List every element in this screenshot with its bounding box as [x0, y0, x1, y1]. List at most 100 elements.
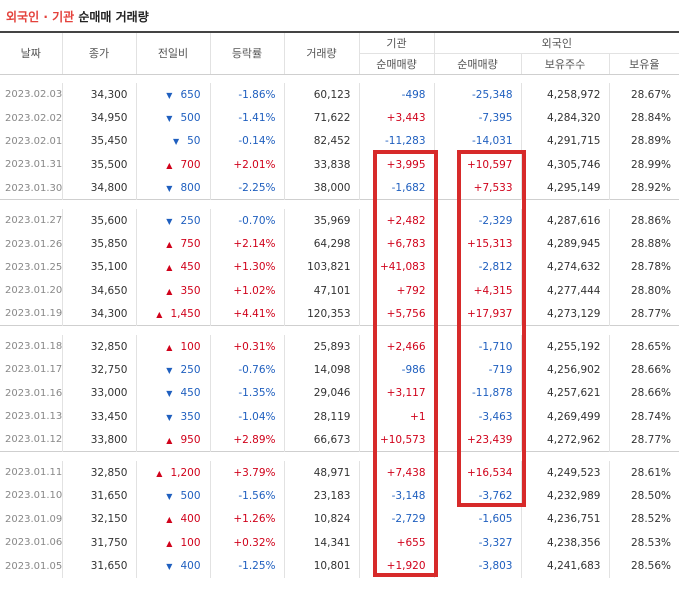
cell-close: 34,950 — [61, 106, 136, 130]
cell-ratio: 28.50% — [608, 484, 679, 508]
cell-inst-net: +2,466 — [358, 334, 434, 359]
cell-foreign-net: -1,605 — [433, 507, 521, 532]
cell-inst-net: -2,729 — [358, 507, 434, 532]
cell-ratio: 28.92% — [608, 176, 679, 200]
cell-holdings: 4,249,523 — [520, 460, 609, 485]
cell-foreign-net: -3,327 — [433, 531, 521, 555]
cell-change: 950 — [135, 428, 210, 452]
cell-rate: +4.41% — [209, 302, 284, 326]
table-row: 2023.01.2034,650350+1.02%47,101+792+4,31… — [0, 279, 679, 303]
table-row: 2023.01.1233,800950+2.89%66,673+10,573+2… — [0, 428, 679, 452]
cell-ratio: 28.84% — [608, 106, 679, 130]
title-foreign: 외국인 — [6, 10, 40, 24]
cell-rate: +1.02% — [209, 279, 284, 303]
cell-volume: 23,183 — [283, 484, 359, 508]
cell-ratio: 28.66% — [608, 381, 679, 406]
cell-holdings: 4,241,683 — [520, 554, 609, 578]
cell-holdings: 4,287,616 — [520, 208, 609, 233]
cell-change: 650 — [135, 83, 210, 107]
cell-inst-net: +792 — [358, 279, 434, 303]
table-row: 2023.01.0932,150400+1.26%10,824-2,729-1,… — [0, 507, 679, 532]
cell-close: 34,800 — [61, 176, 136, 200]
cell-foreign-net: +17,937 — [433, 302, 521, 326]
title-separator: · — [43, 10, 48, 24]
cell-close: 35,500 — [61, 153, 136, 177]
cell-holdings: 4,238,356 — [520, 531, 609, 555]
cell-foreign-net: -3,463 — [433, 405, 521, 429]
cell-rate: -0.70% — [209, 208, 284, 233]
cell-foreign-net: -2,329 — [433, 208, 521, 233]
group-spacer — [0, 451, 679, 461]
cell-ratio: 28.65% — [608, 334, 679, 359]
col-change: 전일비 — [135, 32, 210, 75]
col-rate: 등락률 — [209, 32, 284, 75]
group-spacer — [0, 199, 679, 209]
group-institution: 기관 — [358, 32, 434, 54]
table-body: 2023.02.0334,300650-1.86%60,123-498-25,3… — [0, 74, 679, 580]
cell-close: 31,750 — [61, 531, 136, 555]
cell-change: 500 — [135, 106, 210, 130]
cell-inst-net: +3,117 — [358, 381, 434, 406]
cell-date: 2023.02.02 — [5, 112, 63, 124]
cell-change: 350 — [135, 279, 210, 303]
cell-foreign-net: -11,878 — [433, 381, 521, 406]
cell-change: 750 — [135, 232, 210, 256]
cell-holdings: 4,291,715 — [520, 129, 609, 154]
col-holdings: 보유주수 — [520, 53, 609, 75]
cell-date: 2023.01.25 — [5, 261, 63, 273]
cell-rate: -1.86% — [209, 83, 284, 107]
table-row: 2023.02.0334,300650-1.86%60,123-498-25,3… — [0, 83, 679, 107]
col-ratio: 보유율 — [608, 53, 679, 75]
cell-volume: 103,821 — [283, 255, 359, 280]
table-row: 2023.01.1832,850100+0.31%25,893+2,466-1,… — [0, 334, 679, 359]
cell-rate: +3.79% — [209, 460, 284, 485]
cell-inst-net: +1 — [358, 405, 434, 429]
cell-ratio: 28.86% — [608, 208, 679, 233]
cell-close: 33,800 — [61, 428, 136, 452]
cell-holdings: 4,284,320 — [520, 106, 609, 130]
cell-ratio: 28.52% — [608, 507, 679, 532]
cell-rate: -0.76% — [209, 358, 284, 382]
cell-ratio: 28.53% — [608, 531, 679, 555]
cell-date: 2023.01.17 — [5, 364, 63, 376]
cell-volume: 82,452 — [283, 129, 359, 154]
cell-ratio: 28.66% — [608, 358, 679, 382]
cell-volume: 64,298 — [283, 232, 359, 256]
table-row: 2023.01.3135,500700+2.01%33,838+3,995+10… — [0, 153, 679, 177]
table-row: 2023.01.1333,450350-1.04%28,119+1-3,4634… — [0, 405, 679, 429]
cell-change: 1,200 — [135, 460, 210, 485]
cell-holdings: 4,256,902 — [520, 358, 609, 382]
table-row: 2023.01.2735,600250-0.70%35,969+2,482-2,… — [0, 208, 679, 233]
col-close: 종가 — [61, 32, 136, 75]
cell-holdings: 4,257,621 — [520, 381, 609, 406]
table-row: 2023.01.0631,750100+0.32%14,341+655-3,32… — [0, 531, 679, 555]
cell-rate: -2.25% — [209, 176, 284, 200]
table-row: 2023.02.0135,45050-0.14%82,452-11,283-14… — [0, 129, 679, 154]
cell-change: 1,450 — [135, 302, 210, 326]
table-row: 2023.01.0531,650400-1.25%10,801+1,920-3,… — [0, 554, 679, 578]
cell-rate: -1.41% — [209, 106, 284, 130]
cell-volume: 25,893 — [283, 334, 359, 359]
cell-change: 50 — [135, 129, 210, 154]
cell-date: 2023.02.01 — [5, 135, 63, 147]
cell-inst-net: -498 — [358, 83, 434, 107]
cell-close: 35,100 — [61, 255, 136, 280]
table-row: 2023.01.1732,750250-0.76%14,098-986-7194… — [0, 358, 679, 382]
cell-holdings: 4,236,751 — [520, 507, 609, 532]
cell-holdings: 4,232,989 — [520, 484, 609, 508]
cell-holdings: 4,295,149 — [520, 176, 609, 200]
cell-inst-net: +6,783 — [358, 232, 434, 256]
col-foreign-net: 순매매량 — [433, 53, 521, 75]
cell-change: 450 — [135, 255, 210, 280]
cell-volume: 10,824 — [283, 507, 359, 532]
cell-rate: +1.30% — [209, 255, 284, 280]
cell-holdings: 4,255,192 — [520, 334, 609, 359]
cell-inst-net: +655 — [358, 531, 434, 555]
cell-date: 2023.01.31 — [5, 159, 63, 171]
cell-change: 800 — [135, 176, 210, 200]
cell-inst-net: -11,283 — [358, 129, 434, 154]
cell-foreign-net: -2,812 — [433, 255, 521, 280]
cell-date: 2023.01.06 — [5, 537, 63, 549]
cell-foreign-net: +15,313 — [433, 232, 521, 256]
cell-change: 450 — [135, 381, 210, 406]
